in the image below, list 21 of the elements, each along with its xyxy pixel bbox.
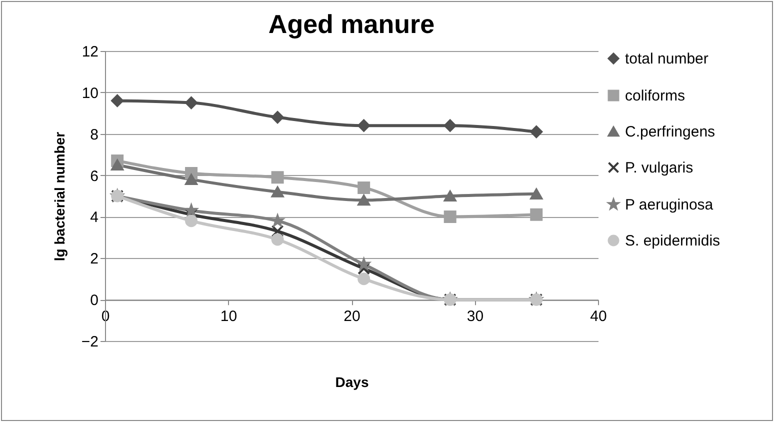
x-tick-label: 40 [590,308,607,326]
x-tick-label: 10 [220,308,238,326]
y-tick-label: 12 [82,44,98,60]
x-axis-title: Days [335,374,369,390]
legend-label: C.perfringens [625,124,716,140]
y-tick-label: 4 [90,209,98,226]
y-tick-label: 0 [90,292,98,310]
x-tick-label: 20 [344,308,360,326]
y-tick-label: 8 [90,126,98,144]
y-axis-title: lg bacterial number [51,131,68,262]
chart-title: Aged manure [268,9,435,39]
legend-label: S. epidermidis [625,232,720,250]
legend-label: coliforms [625,88,686,104]
y-tick-label: 2 [90,250,98,268]
x-tick-label: 30 [466,308,484,326]
y-tick-label: 6 [90,168,98,185]
legend-label: total number [625,50,708,68]
legend-label: P aeruginosa [625,196,714,214]
y-tick-label: −2 [81,334,98,350]
legend-label: P. vulgaris [625,160,694,176]
y-tick-label: 10 [82,84,98,102]
